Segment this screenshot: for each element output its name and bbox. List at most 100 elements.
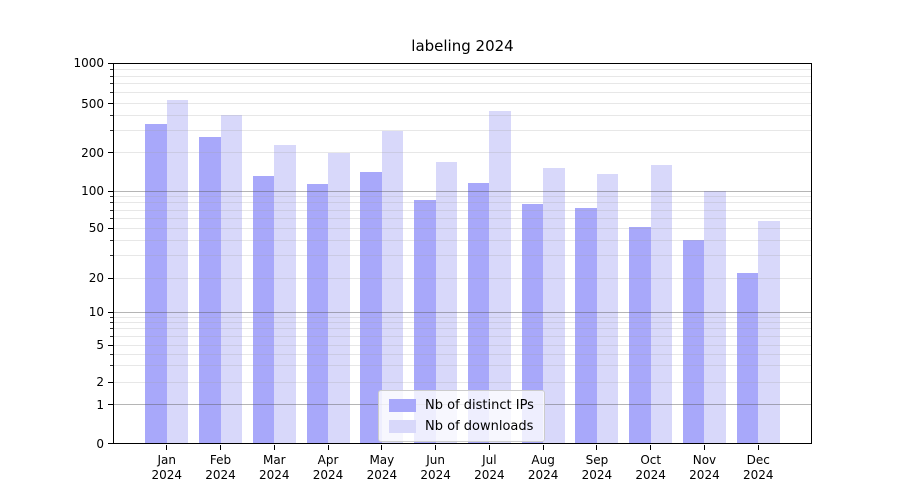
bar-downloads-nov	[704, 191, 726, 444]
x-tick-mark-oct	[650, 444, 652, 450]
y-tick-mark-minor	[110, 335, 113, 337]
gridline-y-minor-40	[114, 239, 812, 241]
bar-downloads-jun	[435, 161, 458, 444]
y-axis-tick-label: 1	[96, 397, 104, 412]
x-tick-mark-aug	[542, 444, 544, 450]
gridline-y-minor-70	[114, 209, 812, 211]
gridline-y-minor-4	[114, 353, 812, 355]
legend-swatch-downloads-icon	[389, 420, 416, 433]
bar-downloads-aug	[543, 168, 565, 444]
gridline-y-minor-7	[114, 328, 812, 330]
gridline-y-200	[114, 152, 812, 153]
y-axis-tick-label: 20	[88, 271, 104, 285]
bar-downloads-dec	[758, 221, 780, 444]
legend-label-downloads: Nb of downloads	[425, 419, 534, 434]
bar-downloads-apr	[328, 152, 350, 444]
y-axis-tick-label: 2	[96, 375, 104, 389]
y-axis-tick-label: 0	[96, 436, 104, 451]
bar-ips-nov	[682, 240, 705, 444]
y-tick-mark-minor	[110, 83, 113, 85]
chart-title: labeling 2024	[411, 37, 514, 55]
x-axis-tick-label-may: May 2024	[366, 452, 398, 482]
x-axis-tick-label-jul: Jul 2024	[474, 452, 505, 482]
x-tick-mark-dec	[757, 444, 759, 450]
x-tick-mark-nov	[703, 444, 705, 450]
y-tick-mark-minor	[110, 316, 113, 318]
y-tick-mark-minor	[110, 328, 113, 330]
y-axis-tick-label: 5	[96, 338, 104, 352]
gridline-y-minor-3	[114, 365, 812, 367]
gridline-y-2	[114, 381, 812, 383]
y-tick-mark-10	[108, 311, 113, 313]
x-axis-tick-label-mar: Mar 2024	[259, 452, 290, 482]
y-axis-tick-label: 10	[88, 305, 104, 319]
gridline-y-minor-90	[114, 196, 812, 198]
y-tick-mark-minor	[110, 255, 113, 257]
legend-item-downloads: Nb of downloads	[389, 418, 534, 435]
x-tick-mark-jul	[488, 444, 490, 450]
bar-ips-aug	[521, 204, 544, 444]
y-tick-mark-1	[108, 404, 113, 405]
bar-downloads-mar	[274, 145, 296, 444]
x-axis-tick-label-oct: Oct 2024	[635, 452, 666, 482]
gridline-y-minor-8	[114, 322, 812, 324]
bar-downloads-may	[381, 130, 404, 444]
y-tick-mark-100	[108, 190, 113, 192]
bar-downloads-jan	[166, 100, 189, 444]
bar-ips-jun	[414, 199, 436, 444]
bar-ips-sep	[575, 207, 597, 444]
bar-ips-dec	[736, 272, 759, 444]
bar-ips-apr	[306, 184, 329, 444]
bar-ips-mar	[252, 176, 275, 444]
y-tick-mark-2	[108, 381, 113, 383]
x-tick-mark-jun	[435, 444, 437, 450]
gridline-y-minor-9	[114, 316, 812, 318]
gridline-y-minor-700	[114, 83, 812, 85]
gridline-y-minor-600	[114, 92, 812, 94]
bar-downloads-jul	[489, 110, 511, 444]
gridline-y-minor-400	[114, 114, 812, 116]
x-axis-tick-label-jan: Jan 2024	[151, 452, 183, 482]
y-tick-mark-minor	[110, 217, 113, 219]
bar-downloads-sep	[596, 174, 619, 444]
y-tick-mark-minor	[110, 322, 113, 324]
gridline-y-minor-6	[114, 335, 812, 337]
x-axis-tick-label-apr: Apr 2024	[312, 452, 344, 482]
y-tick-mark-minor	[110, 130, 113, 132]
bar-ips-jul	[467, 183, 490, 444]
legend-label-distinct-ips: Nb of distinct IPs	[425, 398, 534, 413]
gridline-y-5	[114, 344, 812, 346]
y-tick-mark-200	[108, 152, 113, 153]
y-tick-mark-minor	[110, 196, 113, 198]
y-axis-tick-label: 100	[81, 184, 104, 198]
y-axis-tick-label: 1000	[73, 56, 104, 70]
x-axis-tick-label-nov: Nov 2024	[689, 452, 720, 482]
y-tick-mark-1000	[108, 62, 113, 64]
gridline-y-500	[114, 103, 812, 104]
y-tick-mark-minor	[110, 114, 113, 116]
y-tick-mark-500	[108, 103, 113, 104]
y-tick-mark-50	[108, 227, 113, 229]
gridline-y-minor-30	[114, 255, 812, 257]
gridline-y-100	[114, 190, 812, 192]
gridline-y-10	[114, 311, 812, 313]
y-tick-mark-minor	[110, 92, 113, 94]
y-tick-mark-minor	[110, 68, 113, 70]
bar-downloads-oct	[650, 164, 673, 444]
gridline-y-50	[114, 227, 812, 229]
gridline-y-minor-60	[114, 217, 812, 219]
y-tick-mark-minor	[110, 75, 113, 77]
x-tick-mark-sep	[596, 444, 598, 450]
x-tick-mark-may	[381, 444, 383, 450]
y-axis-tick-label: 50	[88, 221, 104, 235]
legend: Nb of distinct IPs Nb of downloads	[378, 390, 545, 442]
y-tick-mark-minor	[110, 353, 113, 355]
x-axis-tick-label-feb: Feb 2024	[205, 452, 236, 482]
bar-ips-oct	[629, 226, 651, 444]
x-tick-mark-feb	[220, 444, 222, 450]
gridline-y-minor-300	[114, 130, 812, 132]
bar-ips-may	[360, 171, 382, 444]
y-axis-tick-label: 200	[81, 145, 104, 160]
bar-downloads-feb	[220, 115, 243, 444]
